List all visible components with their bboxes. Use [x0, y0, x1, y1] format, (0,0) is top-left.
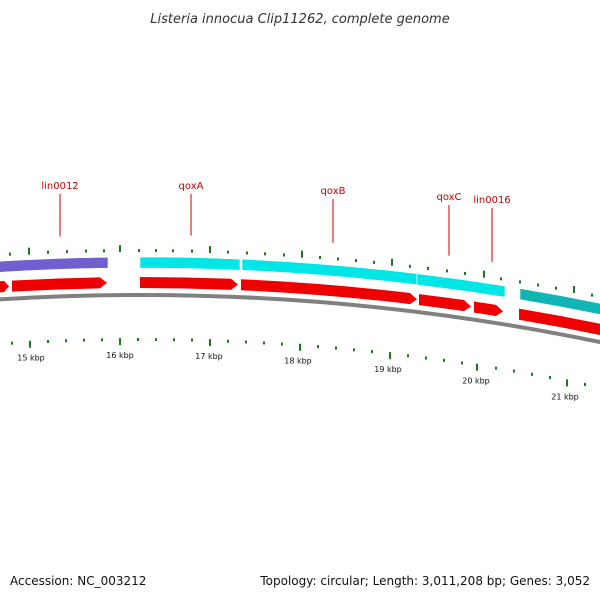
accession-label: Accession: NC_003212 — [10, 574, 147, 588]
cds-4 — [241, 279, 417, 305]
scale-tick-label: 20 kbp — [462, 377, 490, 386]
genome-summary: Topology: circular; Length: 3,011,208 bp… — [260, 574, 590, 588]
gene-label-qoxA: qoxA — [179, 181, 204, 192]
map-title: Listeria innocua Clip11262, complete gen… — [150, 12, 449, 27]
gene-lin0012 — [0, 256, 109, 273]
scale-track: 15 kbp 16 kbp 17 kbp 18 kbp 19 kbp 20 kbp 21 k… — [17, 351, 579, 401]
genome-backbone — [0, 293, 600, 345]
gene-label-layer: lin0012 qoxA qoxB qoxC lin0016 — [41, 181, 511, 262]
gc-skew-track — [9, 245, 593, 297]
cds-5 — [419, 294, 471, 312]
cds-1 — [0, 281, 9, 293]
cds-2 — [12, 277, 107, 292]
cds-7 — [519, 308, 600, 335]
scale-tick-label: 17 kbp — [195, 352, 223, 361]
gene-label-qoxC: qoxC — [436, 192, 461, 203]
gene-qoxA — [139, 256, 241, 271]
gene-label-qoxB: qoxB — [321, 186, 346, 197]
gene-track — [0, 256, 600, 315]
scale-tick-label: 18 kbp — [284, 357, 312, 366]
gene-label-lin0016: lin0016 — [473, 195, 510, 206]
gene-qoxC — [416, 273, 506, 298]
cds-3 — [140, 277, 238, 290]
gene-feature — [519, 288, 600, 315]
scale-tick-label: 21 kbp — [551, 392, 579, 401]
gc-content-track — [11, 338, 586, 387]
cds-6 — [474, 301, 503, 317]
scale-tick-label: 19 kbp — [374, 365, 402, 374]
scale-tick-label: 15 kbp — [17, 354, 45, 363]
cds-track — [0, 277, 600, 335]
gene-label-lin0012: lin0012 — [41, 181, 78, 192]
scale-tick-label: 16 kbp — [106, 351, 134, 360]
